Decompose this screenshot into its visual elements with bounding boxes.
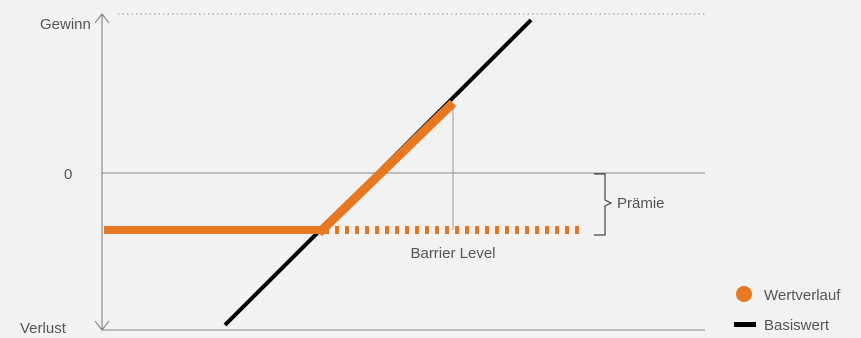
legend-wertverlauf-dot-icon: [736, 286, 752, 302]
legend: Wertverlauf Basiswert: [734, 286, 841, 334]
legend-basiswert-label: Basiswert: [764, 317, 830, 334]
legend-wertverlauf-label: Wertverlauf: [764, 287, 841, 304]
premium-brace: [594, 173, 613, 236]
legend-basiswert-line-icon: [734, 322, 756, 327]
premium-label: Prämie: [617, 195, 665, 212]
y-axis-label-verlust: Verlust: [20, 320, 67, 337]
y-axis-arrow-up-icon: [94, 13, 110, 24]
y-axis: [94, 13, 110, 331]
y-axis-label-gewinn: Gewinn: [40, 16, 91, 33]
payoff-rising-segment: [315, 99, 457, 237]
barrier-level-label: Barrier Level: [410, 245, 495, 262]
y-axis-label-zero: 0: [64, 166, 72, 183]
y-axis-arrow-down-icon: [94, 320, 110, 331]
